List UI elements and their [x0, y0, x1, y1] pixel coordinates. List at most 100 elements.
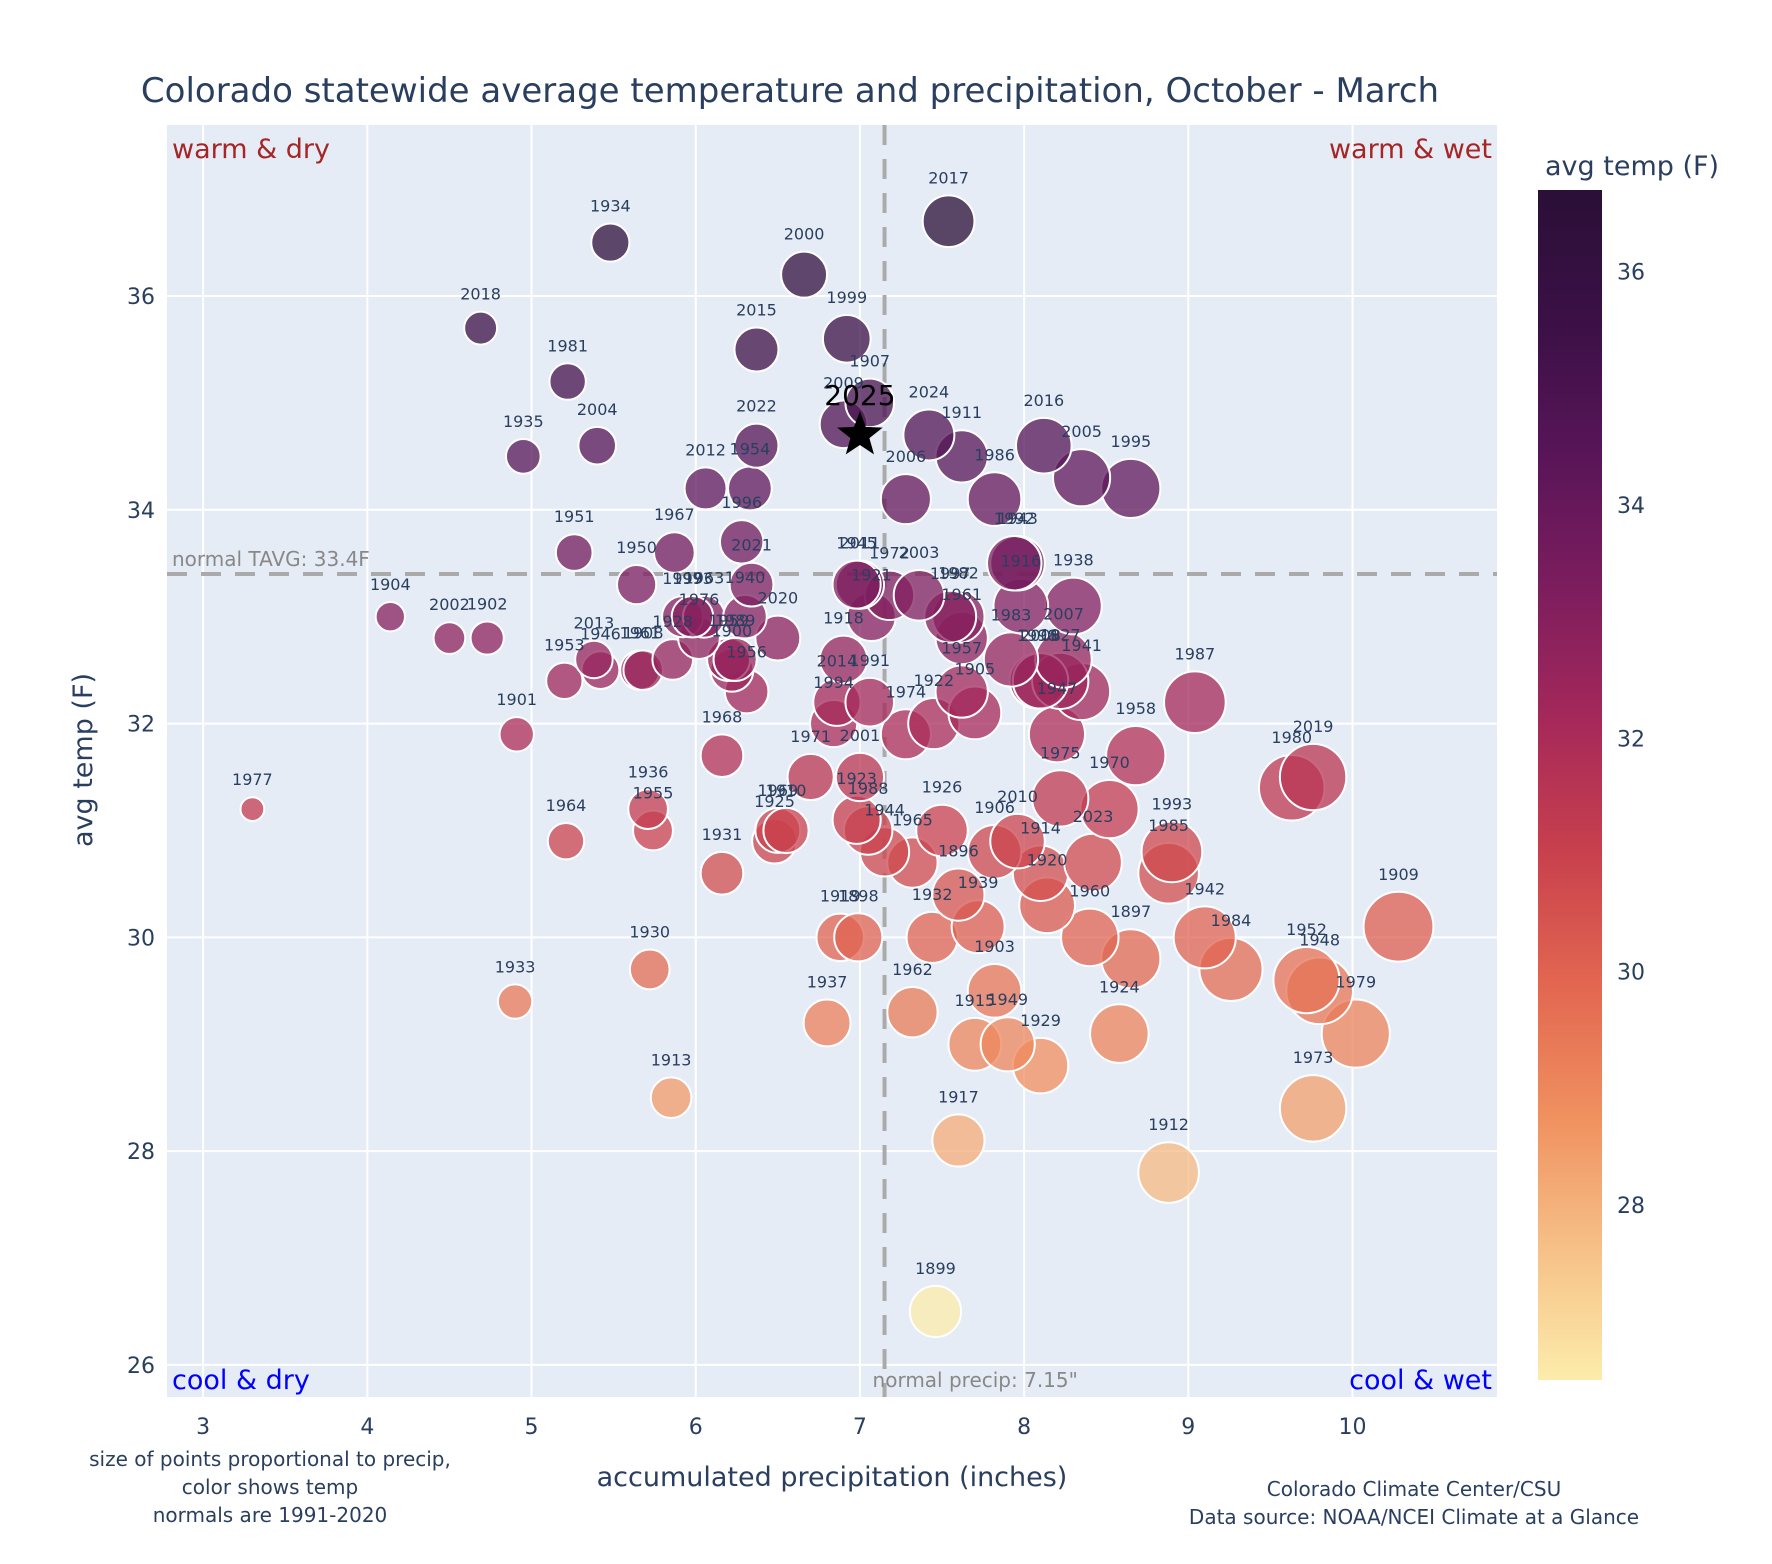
data-point	[554, 533, 594, 572]
footnote-line: Colorado Climate Center/CSU	[1267, 1477, 1561, 1501]
data-point	[1100, 457, 1162, 519]
x-tick-label: 10	[1339, 1415, 1367, 1440]
data-point	[699, 850, 745, 896]
point-label: 1961	[941, 585, 982, 604]
point-label: 1982	[938, 564, 979, 583]
point-label: 1914	[1020, 819, 1061, 838]
point-label: 1946	[580, 624, 621, 643]
data-point	[712, 636, 758, 683]
data-point	[834, 751, 886, 803]
point-label: 2020	[757, 589, 798, 608]
x-tick-label: 9	[1181, 1415, 1195, 1440]
point-label: 1897	[1110, 902, 1151, 921]
point-label: 1916	[1000, 552, 1041, 571]
point-label: 1965	[892, 810, 933, 829]
point-label: 2006	[886, 447, 927, 466]
data-point	[931, 1113, 986, 1168]
point-label: 1951	[554, 507, 595, 526]
point-label: 1968	[702, 707, 743, 726]
point-label: 1925	[754, 792, 795, 811]
point-label: 1930	[629, 923, 670, 942]
point-label: 1904	[370, 575, 411, 594]
point-label: 1935	[503, 412, 544, 431]
point-label: 1962	[892, 960, 933, 979]
point-label: 1976	[679, 590, 720, 609]
footnote-line: color shows temp	[182, 1475, 358, 1499]
point-label: 1980	[1271, 728, 1312, 747]
data-point	[892, 569, 946, 622]
point-label: 1937	[807, 972, 848, 991]
data-point	[577, 425, 618, 466]
quadrant-label-top-right: warm & wet	[1329, 134, 1492, 165]
data-point	[590, 222, 631, 263]
footnote-line: normals are 1991-2020	[153, 1503, 388, 1527]
point-label: 1963	[684, 569, 725, 588]
data-point	[628, 948, 671, 991]
quadrant-label-bottom-right: cool & wet	[1349, 1365, 1492, 1396]
point-label: 1923	[836, 769, 877, 788]
point-label: 1917	[938, 1087, 979, 1106]
point-label: 2022	[736, 397, 777, 416]
point-label: 1958	[1115, 699, 1156, 718]
footnote-line: size of points proportional to precip,	[89, 1447, 451, 1471]
point-label: 1987	[1175, 644, 1216, 663]
point-label: 1942	[1184, 879, 1225, 898]
data-point	[432, 621, 467, 655]
normal-precip-label: normal precip: 7.15"	[873, 1368, 1078, 1392]
point-label: 1950	[616, 538, 657, 557]
data-point	[915, 803, 969, 858]
point-label: 1970	[1089, 753, 1130, 772]
point-label: 1986	[974, 445, 1015, 464]
y-tick-label: 32	[127, 713, 155, 738]
point-label: 1967	[654, 505, 695, 524]
point-label: 2019	[1293, 717, 1334, 736]
point-label: 2009	[823, 374, 864, 393]
data-point	[989, 812, 1046, 870]
data-point	[833, 912, 884, 963]
point-label: 2016	[1023, 391, 1064, 410]
data-point	[627, 788, 669, 830]
data-point	[1362, 890, 1435, 963]
chart-title: Colorado statewide average temperature a…	[141, 71, 1439, 111]
data-point	[921, 194, 976, 249]
point-label: 2018	[460, 285, 501, 304]
y-axis-title: avg temp (F)	[68, 673, 99, 847]
point-label: 1959	[708, 611, 749, 630]
point-label: 1924	[1099, 977, 1140, 996]
point-label: 1994	[813, 673, 854, 692]
point-label: 1949	[987, 990, 1028, 1009]
point-label: 1908	[623, 623, 664, 642]
highlight-label: 2025	[824, 379, 895, 412]
point-label: 1911	[941, 403, 982, 422]
data-point	[1105, 725, 1167, 787]
point-label: 1928	[652, 612, 693, 631]
point-label: 1922	[913, 671, 954, 690]
point-label: 2012	[685, 440, 726, 459]
point-label: 1919	[820, 887, 861, 906]
point-label: 1988	[848, 779, 889, 798]
point-label: 1929	[1020, 1011, 1061, 1030]
point-label: 1971	[790, 727, 831, 746]
x-axis-title: accumulated precipitation (inches)	[597, 1462, 1068, 1493]
colorbar-ticks: 28 30 32 34 36	[1617, 261, 1645, 1219]
point-label: 1915	[954, 991, 995, 1010]
point-label: 2024	[909, 382, 950, 401]
normal-temp-label: normal TAVG: 33.4F	[172, 547, 370, 571]
point-label: 1940	[725, 568, 766, 587]
point-label: 1926	[922, 778, 963, 797]
data-point	[496, 983, 534, 1020]
data-point	[1163, 670, 1227, 735]
point-label: 2001	[840, 726, 881, 745]
data-point	[615, 564, 658, 606]
colorbar-tick-label: 28	[1617, 1194, 1645, 1219]
data-point	[498, 716, 535, 753]
point-label: 1997	[662, 569, 703, 588]
data-point	[762, 806, 810, 855]
point-label: 1900	[711, 622, 752, 641]
point-label: 1957	[941, 638, 982, 657]
quadrant-label-bottom-left: cool & dry	[172, 1365, 310, 1396]
point-label: 2017	[928, 168, 969, 187]
point-label: 2007	[1043, 604, 1084, 623]
point-label: 1997	[930, 564, 971, 583]
